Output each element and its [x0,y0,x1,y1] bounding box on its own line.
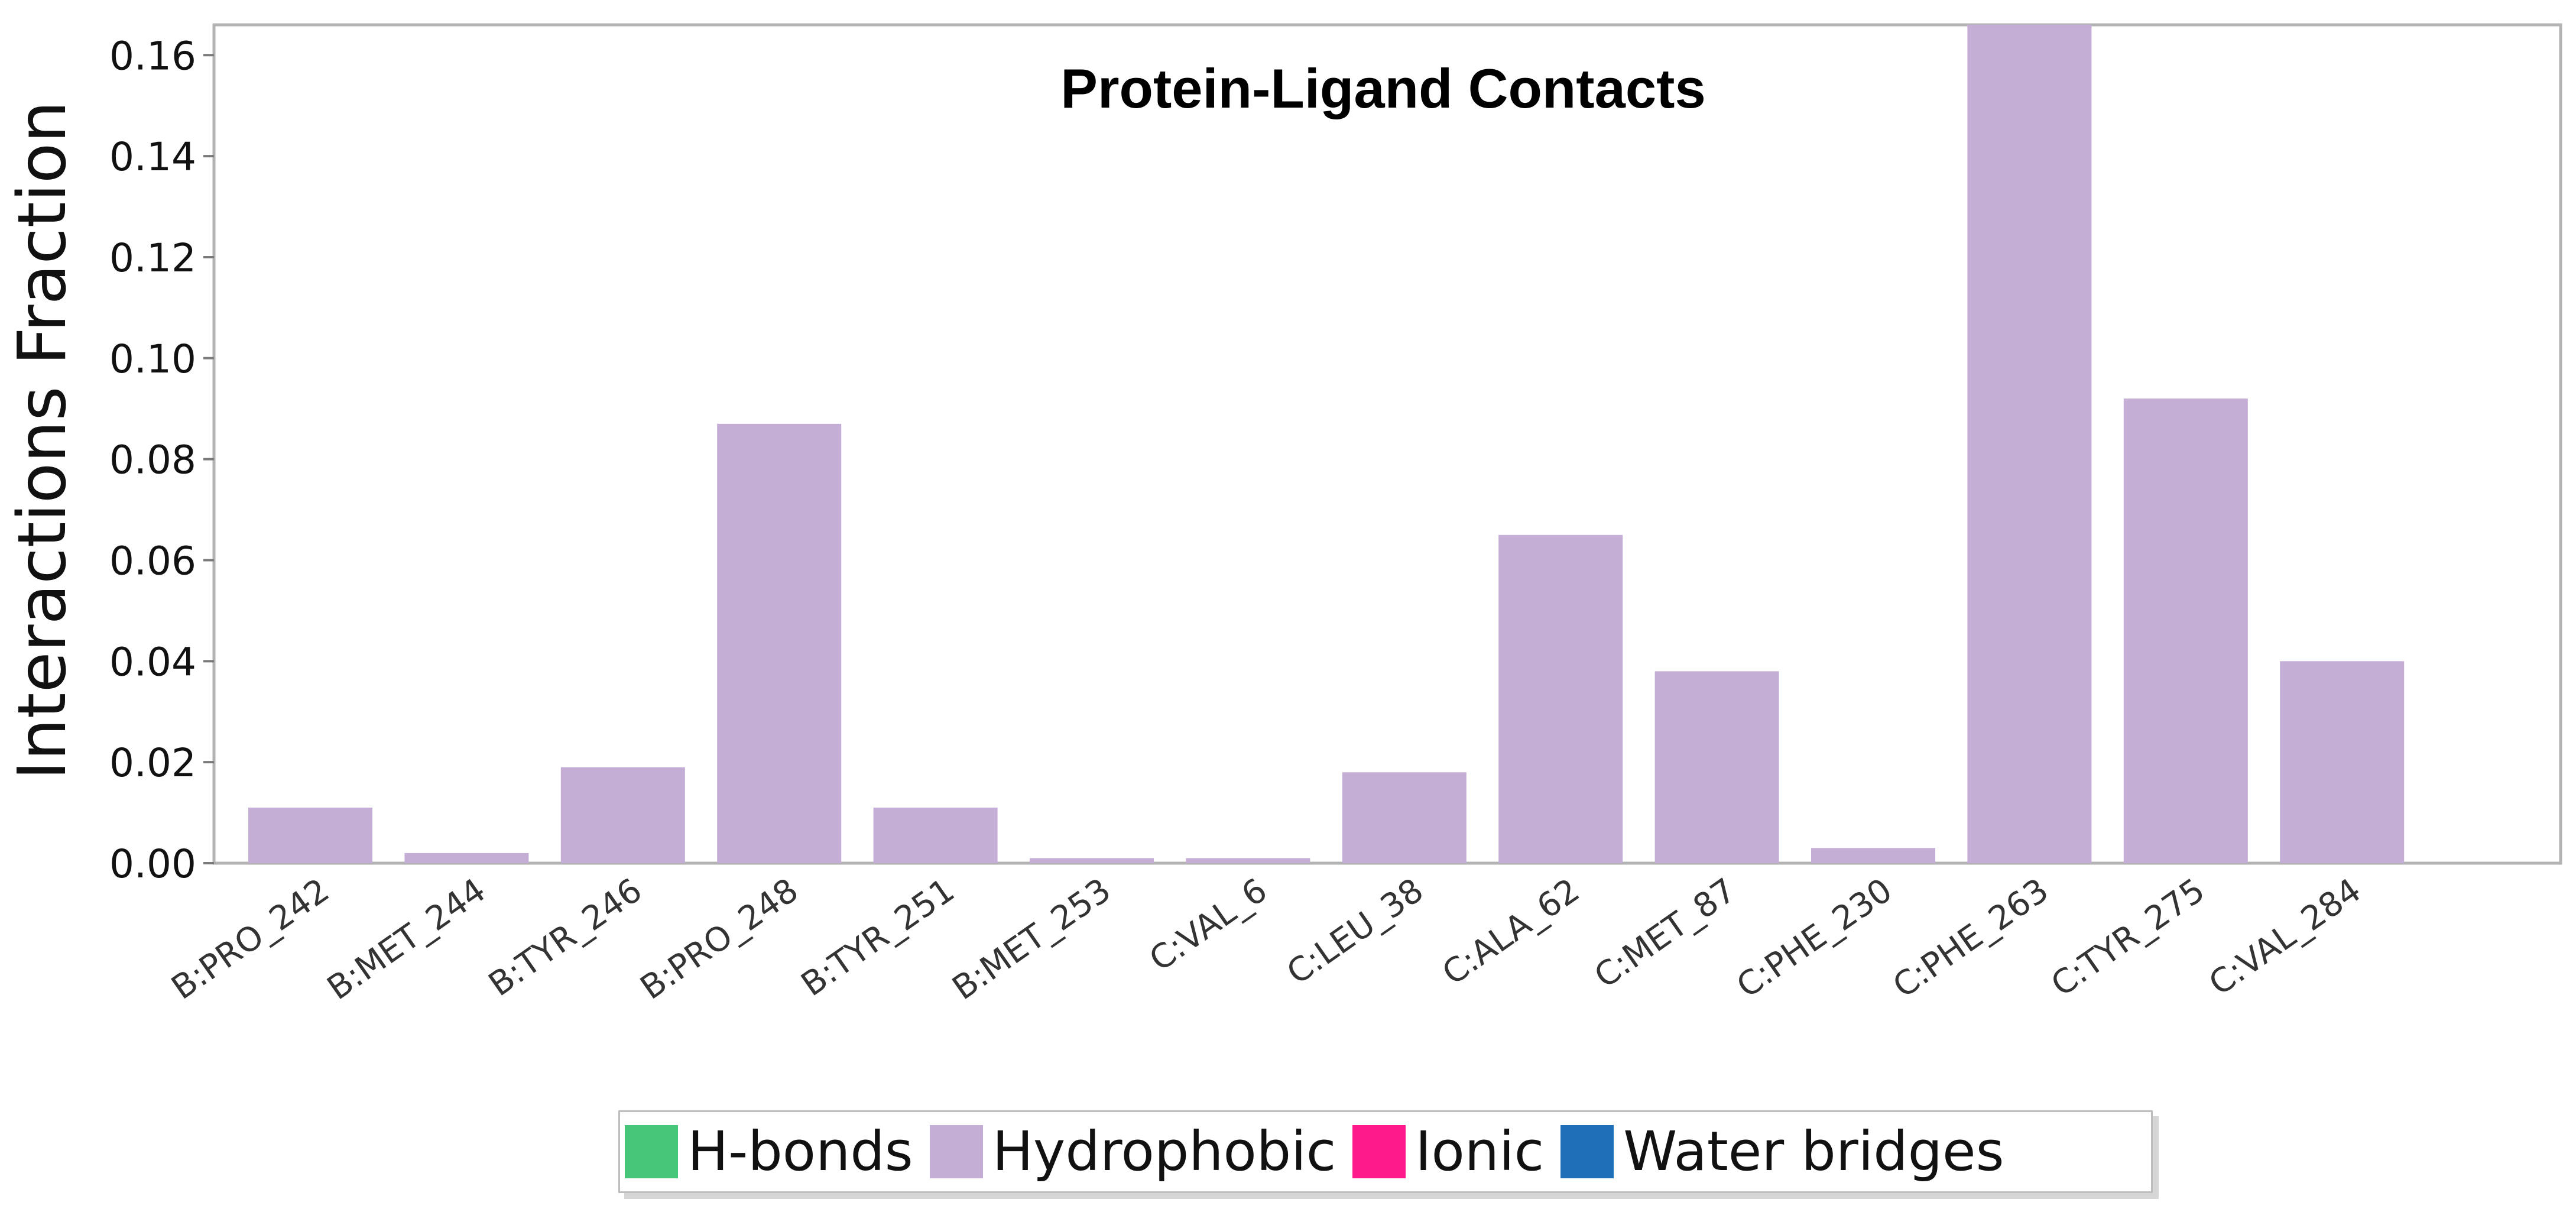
legend-swatch-hbonds [625,1125,678,1178]
bar-hydrophobic [1030,858,1154,863]
legend-swatch-ionic [1352,1125,1406,1178]
bar-hydrophobic [2123,398,2248,863]
legend-item-water-bridges: Water bridges [1560,1124,2004,1179]
x-tick-label: B:PRO_242 [165,871,336,1007]
y-tick-label: 0.02 [109,740,196,786]
legend-label-hbonds: H-bonds [687,1120,913,1183]
x-tick-label: C:TYR_275 [2045,871,2212,1004]
bar-hydrophobic [1342,772,1467,863]
y-tick-label: 0.14 [109,134,196,180]
y-tick-label: 0.12 [109,235,196,281]
x-tick-label: C:MET_87 [1588,871,1743,996]
legend-item-ionic: Ionic [1352,1124,1544,1179]
y-tick-label: 0.16 [109,33,196,79]
y-axis-label: Interactions Fraction [4,101,81,780]
y-axis: 0.00 0.02 0.04 0.06 0.08 0.10 0.12 0.14 0.16 [109,33,214,887]
x-tick-label: C:VAL_284 [2202,871,2369,1003]
bar-hydrophobic [560,767,685,863]
bar-hydrophobic [873,808,998,863]
legend-swatch-water-bridges [1560,1125,1614,1178]
x-tick-label: C:PHE_263 [1886,871,2055,1006]
bar-hydrophobic [1811,848,1935,863]
legend-label-water-bridges: Water bridges [1623,1120,2004,1183]
bar-hydrophobic [1654,671,1779,863]
x-tick-label: C:PHE_230 [1730,871,1899,1006]
legend-item-hbonds: H-bonds [625,1124,913,1179]
bars-group [248,25,2405,863]
x-tick-label: C:VAL_6 [1143,871,1274,979]
x-tick-label: C:ALA_62 [1436,871,1587,993]
y-tick-label: 0.08 [109,438,196,483]
bar-hydrophobic [1967,25,2092,863]
bar-hydrophobic [404,853,529,863]
bar-hydrophobic [2280,661,2405,863]
x-axis: B:PRO_242B:MET_244B:TYR_246B:PRO_248B:TY… [165,871,2369,1007]
legend-swatch-hydrophobic [929,1125,983,1178]
x-tick-label: C:LEU_38 [1280,871,1430,992]
legend-item-hydrophobic: Hydrophobic [929,1120,1336,1183]
legend-label-hydrophobic: Hydrophobic [992,1120,1336,1183]
bar-hydrophobic [1186,858,1310,863]
y-tick-label: 0.00 [109,841,196,887]
y-tick-label: 0.06 [109,538,196,584]
chart-title: Protein-Ligand Contacts [1060,57,1705,119]
x-tick-label: B:TYR_251 [794,871,962,1004]
y-tick-label: 0.04 [109,639,196,685]
legend: H-bonds Hydrophobic Ionic Water bridges [618,1110,2153,1193]
bar-hydrophobic [1498,534,1623,863]
x-tick-label: B:MET_244 [320,871,492,1007]
y-tick-label: 0.10 [109,336,196,382]
x-tick-label: B:TYR_246 [482,871,649,1004]
x-tick-label: B:PRO_248 [634,871,805,1007]
legend-label-ionic: Ionic [1415,1120,1545,1183]
bar-hydrophobic [248,808,372,863]
bar-hydrophobic [717,423,842,863]
x-tick-label: B:MET_253 [946,871,1118,1007]
